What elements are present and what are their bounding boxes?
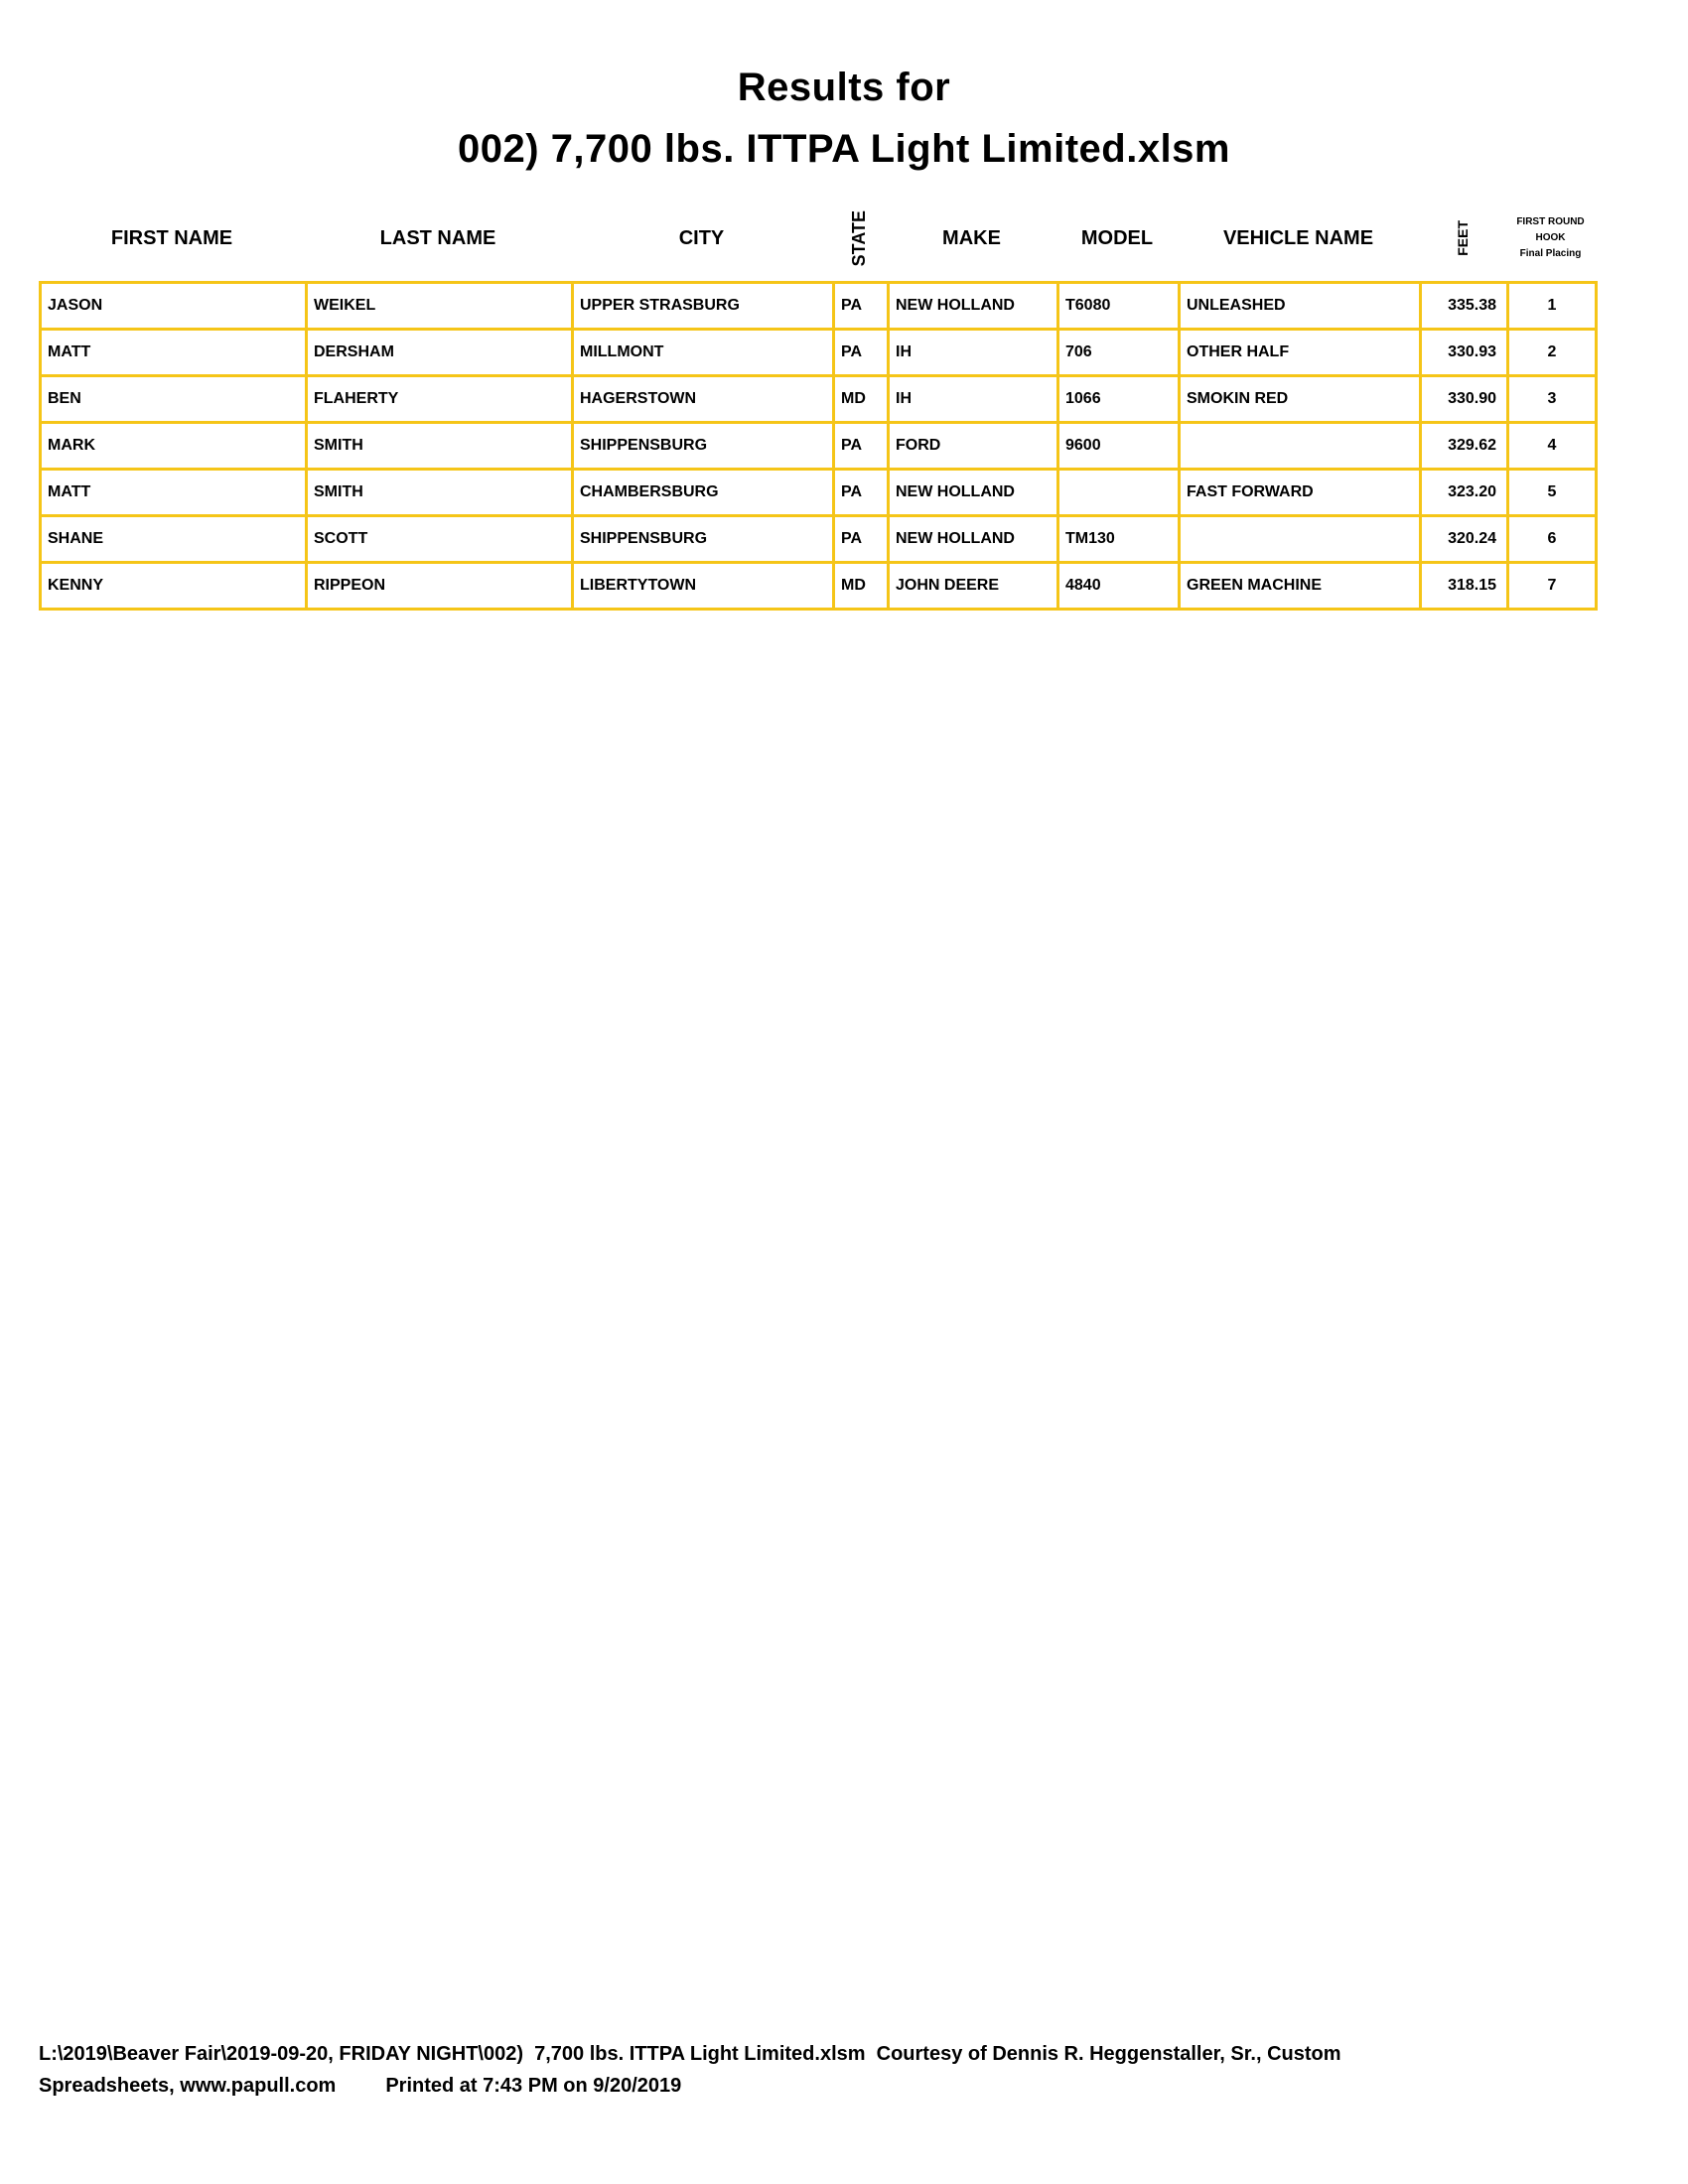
cell-make: NEW HOLLAND	[887, 281, 1059, 331]
cell-vehicle-name: SMOKIN RED	[1178, 374, 1422, 424]
cell-placing: 7	[1506, 561, 1598, 611]
cell-city: UPPER STRASBURG	[571, 281, 835, 331]
cell-state: MD	[832, 561, 890, 611]
cell-city: LIBERTYTOWN	[571, 561, 835, 611]
cell-placing: 6	[1506, 514, 1598, 564]
header-last-name: LAST NAME	[379, 226, 496, 249]
header-placing: FIRST ROUND HOOK Final Placing	[1506, 199, 1595, 278]
cell-make: IH	[887, 374, 1059, 424]
table-row: BEN FLAHERTY HAGERSTOWN MD IH 1066 SMOKIN RED 3…	[39, 374, 1598, 424]
cell-feet: 335.38	[1419, 281, 1509, 331]
cell-model: 1066	[1056, 374, 1181, 424]
cell-model: T6080	[1056, 281, 1181, 331]
cell-vehicle-name	[1178, 421, 1422, 471]
cell-state: PA	[832, 514, 890, 564]
cell-last-name: RIPPEON	[305, 561, 574, 611]
cell-city: HAGERSTOWN	[571, 374, 835, 424]
cell-city: SHIPPENSBURG	[571, 421, 835, 471]
results-table: JASON WEIKEL UPPER STRASBURG PA NEW HOLLAND T…	[39, 281, 1598, 611]
cell-model	[1056, 468, 1181, 517]
table-row: MARK SMITH SHIPPENSBURG PA FORD 9600 329.62 4	[39, 421, 1598, 471]
cell-last-name: SMITH	[305, 421, 574, 471]
cell-city: SHIPPENSBURG	[571, 514, 835, 564]
cell-city: MILLMONT	[571, 328, 835, 377]
table-row: MATT SMITH CHAMBERSBURG PA NEW HOLLAND FAST F…	[39, 468, 1598, 517]
cell-vehicle-name: UNLEASHED	[1178, 281, 1422, 331]
header-make: MAKE	[942, 226, 1001, 249]
cell-model: 706	[1056, 328, 1181, 377]
cell-make: JOHN DEERE	[887, 561, 1059, 611]
cell-placing: 2	[1506, 328, 1598, 377]
table-row: KENNY RIPPEON LIBERTYTOWN MD JOHN DEERE 4840 G…	[39, 561, 1598, 611]
header-placing-line2: HOOK	[1535, 232, 1566, 243]
cell-feet: 330.90	[1419, 374, 1509, 424]
footer-printed: Spreadsheets, www.papull.com Printed at …	[39, 2075, 682, 2097]
cell-last-name: WEIKEL	[305, 281, 574, 331]
cell-last-name: SMITH	[305, 468, 574, 517]
cell-placing: 5	[1506, 468, 1598, 517]
cell-make: IH	[887, 328, 1059, 377]
cell-feet: 329.62	[1419, 421, 1509, 471]
cell-make: NEW HOLLAND	[887, 514, 1059, 564]
footer-path: L:\2019\Beaver Fair\2019-09-20, FRIDAY N…	[39, 2043, 1341, 2065]
cell-feet: 330.93	[1419, 328, 1509, 377]
cell-placing: 4	[1506, 421, 1598, 471]
header-model: MODEL	[1080, 226, 1154, 249]
cell-state: MD	[832, 374, 890, 424]
cell-state: PA	[832, 468, 890, 517]
cell-vehicle-name	[1178, 514, 1422, 564]
header-placing-line3: Final Placing	[1519, 248, 1582, 259]
cell-vehicle-name: FAST FORWARD	[1178, 468, 1422, 517]
table-row: JASON WEIKEL UPPER STRASBURG PA NEW HOLLAND T…	[39, 281, 1598, 331]
cell-last-name: SCOTT	[305, 514, 574, 564]
cell-feet: 320.24	[1419, 514, 1509, 564]
table-row: MATT DERSHAM MILLMONT PA IH 706 OTHER HALF 330.…	[39, 328, 1598, 377]
cell-model: 4840	[1056, 561, 1181, 611]
cell-first-name: MATT	[39, 328, 308, 377]
cell-state: PA	[832, 421, 890, 471]
cell-vehicle-name: GREEN MACHINE	[1178, 561, 1422, 611]
cell-make: FORD	[887, 421, 1059, 471]
header-placing-line1: FIRST ROUND	[1516, 216, 1585, 227]
cell-first-name: SHANE	[39, 514, 308, 564]
cell-make: NEW HOLLAND	[887, 468, 1059, 517]
cell-state: PA	[832, 281, 890, 331]
cell-first-name: JASON	[39, 281, 308, 331]
header-state: STATE	[849, 209, 869, 267]
title-file-name: 002) 7,700 lbs. ITTPA Light Limited.xlsm	[458, 127, 1230, 171]
cell-last-name: FLAHERTY	[305, 374, 574, 424]
cell-feet: 323.20	[1419, 468, 1509, 517]
cell-feet: 318.15	[1419, 561, 1509, 611]
cell-first-name: MARK	[39, 421, 308, 471]
cell-placing: 1	[1506, 281, 1598, 331]
header-vehicle-name: VEHICLE NAME	[1222, 226, 1374, 249]
cell-first-name: MATT	[39, 468, 308, 517]
cell-model: 9600	[1056, 421, 1181, 471]
cell-first-name: KENNY	[39, 561, 308, 611]
cell-state: PA	[832, 328, 890, 377]
cell-first-name: BEN	[39, 374, 308, 424]
cell-city: CHAMBERSBURG	[571, 468, 835, 517]
title-results-for: Results for	[737, 66, 951, 109]
cell-vehicle-name: OTHER HALF	[1178, 328, 1422, 377]
cell-model: TM130	[1056, 514, 1181, 564]
table-row: SHANE SCOTT SHIPPENSBURG PA NEW HOLLAND TM130…	[39, 514, 1598, 564]
cell-placing: 3	[1506, 374, 1598, 424]
cell-last-name: DERSHAM	[305, 328, 574, 377]
header-first-name: FIRST NAME	[110, 226, 233, 249]
header-feet: FEET	[1455, 220, 1471, 256]
header-city: CITY	[678, 226, 725, 249]
